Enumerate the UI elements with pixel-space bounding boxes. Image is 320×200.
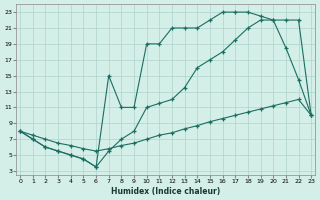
X-axis label: Humidex (Indice chaleur): Humidex (Indice chaleur) — [111, 187, 220, 196]
